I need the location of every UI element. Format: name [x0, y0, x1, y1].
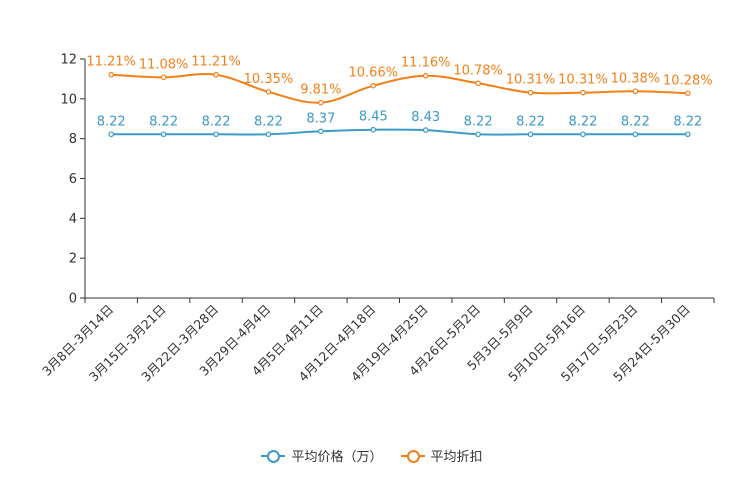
y-tick-label: 4 [69, 212, 77, 227]
series-layer: 8.22 8.22 8.22 8.22 8.37 8.45 8.43 8.22 8.22 8.22… [86, 55, 713, 138]
data-point[interactable] [265, 89, 272, 95]
data-label: 8.22 [97, 114, 126, 129]
y-tick-label: 6 [69, 172, 77, 187]
data-label: 11.08% [139, 57, 189, 72]
legend: 平均价格（万） 平均折扣 [0, 444, 744, 466]
series-line [111, 128, 688, 136]
data-label: 10.28% [663, 73, 713, 88]
data-label: 8.22 [149, 114, 178, 129]
data-label: 8.22 [621, 114, 650, 129]
legend-discount-marker-icon [400, 448, 425, 463]
data-label: 11.16% [401, 56, 451, 71]
data-point[interactable] [632, 131, 639, 138]
data-point[interactable] [370, 82, 377, 89]
data-label: 10.38% [611, 71, 661, 86]
y-tick-label: 2 [69, 252, 77, 267]
series-line [111, 73, 688, 104]
data-label: 8.22 [202, 114, 231, 129]
data-label: 8.45 [359, 110, 388, 125]
data-point[interactable] [370, 126, 377, 133]
legend-price-marker-icon [261, 448, 286, 463]
data-label: 8.22 [673, 114, 702, 129]
series-1: 11.21% 11.08% 11.21%10.35%9.81%10.66%11.16… [86, 55, 713, 106]
data-point[interactable] [475, 131, 481, 138]
legend-discount-label: 平均折扣 [430, 449, 483, 465]
data-point[interactable] [160, 74, 167, 81]
data-point[interactable] [422, 72, 429, 79]
y-tick-label: 0 [69, 292, 77, 307]
data-label: 11.21% [191, 55, 241, 70]
data-label: 10.31% [506, 73, 556, 88]
data-point[interactable] [475, 80, 481, 87]
data-label: 8.22 [568, 114, 597, 129]
data-label: 8.22 [516, 114, 545, 129]
legend-item-price[interactable]: 平均价格（万） [261, 446, 383, 465]
data-label: 8.22 [464, 114, 493, 129]
data-label: 10.31% [558, 73, 608, 88]
data-label: 8.22 [254, 114, 283, 129]
data-point[interactable] [108, 131, 115, 138]
data-point[interactable] [213, 131, 219, 138]
data-label: 10.35% [244, 72, 294, 87]
data-point[interactable] [318, 99, 324, 106]
data-label: 11.21% [86, 55, 136, 70]
data-point[interactable] [684, 90, 691, 97]
data-point[interactable] [527, 131, 534, 138]
y-axis: 0 2 4 6 8 10 12 [60, 53, 86, 307]
data-point[interactable] [580, 131, 586, 138]
data-point[interactable] [265, 131, 272, 138]
data-label: 8.37 [306, 111, 335, 126]
y-tick-label: 8 [69, 132, 77, 147]
legend-item-discount[interactable]: 平均折扣 [400, 446, 483, 465]
data-label: 9.81% [300, 83, 341, 98]
data-point[interactable] [580, 89, 586, 96]
data-label: 10.78% [453, 63, 503, 78]
x-axis: 3月8日-3月14日3月15日-3月21日3月22日-3月28日3月29日-4月… [39, 297, 715, 384]
series-0: 8.22 8.22 8.22 8.22 8.37 8.45 8.43 8.22 8.22 8.22… [97, 110, 702, 138]
data-point[interactable] [684, 131, 691, 138]
data-point[interactable] [318, 128, 324, 135]
data-point[interactable] [213, 71, 219, 78]
data-point[interactable] [160, 131, 167, 138]
y-tick-label: 10 [60, 92, 77, 107]
data-point[interactable] [422, 127, 429, 133]
data-point[interactable] [632, 88, 639, 95]
legend-price-label: 平均价格（万） [291, 449, 383, 465]
y-tick-label: 12 [60, 53, 77, 68]
data-point[interactable] [527, 89, 534, 96]
data-label: 10.66% [349, 66, 399, 81]
data-point[interactable] [108, 71, 115, 78]
data-label: 8.43 [411, 110, 440, 125]
